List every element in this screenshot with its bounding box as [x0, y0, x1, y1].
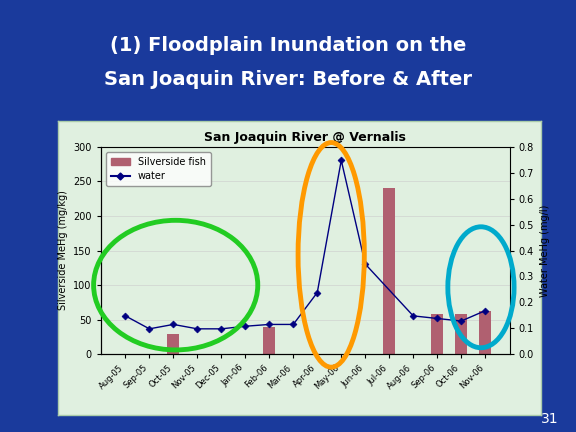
Bar	[168, 334, 179, 354]
Text: 31: 31	[541, 412, 559, 426]
Y-axis label: Water MeHg (mg/l): Water MeHg (mg/l)	[540, 204, 550, 297]
Y-axis label: Silverside MeHg (mg/kg): Silverside MeHg (mg/kg)	[58, 191, 67, 311]
Text: San Joaquin River: Before & After: San Joaquin River: Before & After	[104, 70, 472, 89]
Legend: Silverside fish, water: Silverside fish, water	[105, 152, 211, 186]
Bar	[383, 188, 395, 354]
Text: (1) Floodplain Inundation on the: (1) Floodplain Inundation on the	[110, 36, 466, 55]
Bar	[263, 327, 275, 354]
Bar	[479, 311, 491, 354]
Bar	[455, 314, 467, 354]
Title: San Joaquin River @ Vernalis: San Joaquin River @ Vernalis	[204, 131, 406, 144]
Bar	[431, 314, 443, 354]
